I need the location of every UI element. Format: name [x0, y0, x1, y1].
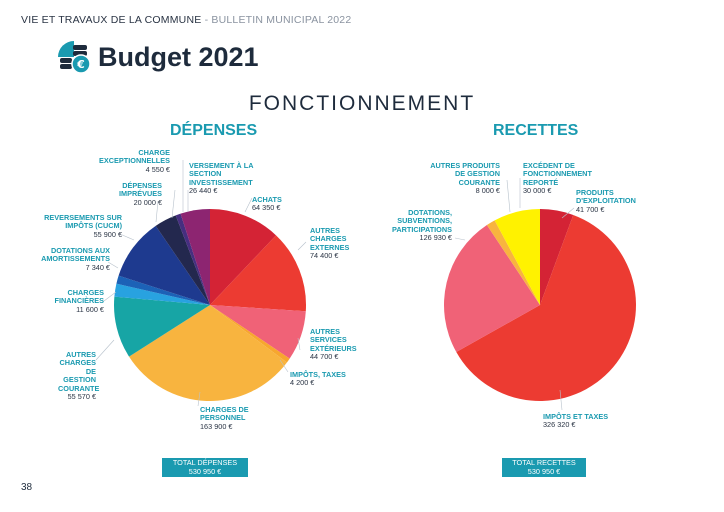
- depenses-title: DÉPENSES: [170, 122, 258, 139]
- label-charges-personnel: CHARGES DE PERSONNEL 163 900 €: [200, 405, 249, 431]
- total-recettes: TOTAL RECETTES 530 950 €: [502, 458, 586, 477]
- depenses-slice-achats: [210, 209, 277, 305]
- total-depenses: TOTAL DÉPENSES 530 950 €: [162, 458, 248, 477]
- budget-title: Budget 2021: [98, 42, 259, 72]
- depenses-slice-autres-charges-de-gestion-courante: [114, 296, 210, 357]
- label-versement-investissement: VERSEMENT À LA SECTION INVESTISSEMENT 26 …: [189, 161, 254, 196]
- depenses-slice-versement-a-la-section-investissement: [180, 209, 210, 305]
- label-depenses-imprevues: DÉPENSES IMPRÉVUES 20 000 €: [119, 181, 162, 207]
- depenses-slice-autres-services-exterieurs: [210, 305, 306, 359]
- recettes-pie: [443, 208, 636, 401]
- label-dotations-subventions: DOTATIONS, SUBVENTIONS, PARTICIPATIONS 12…: [392, 208, 452, 243]
- label-charges-financieres: CHARGES FINANCIÈRES 11 600 €: [54, 288, 104, 314]
- header-main: VIE ET TRAVAUX DE LA COMMUNE: [21, 14, 202, 26]
- recettes-slice-autres-produits-de-gestion-courante: [486, 220, 540, 305]
- page-header: VIE ET TRAVAUX DE LA COMMUNE - BULLETIN …: [21, 14, 351, 26]
- depenses-slice-dotations-aux-amortissements: [116, 275, 210, 305]
- label-autres-charges-gestion: AUTRES CHARGES DE GESTION COURANTE 55 570…: [58, 350, 100, 402]
- label-achats: ACHATS 64 350 €: [252, 195, 282, 213]
- recettes-slice-impots-et-taxes: [456, 214, 636, 401]
- depenses-slice-impots-taxes: [210, 305, 290, 363]
- section-title: FONCTIONNEMENT: [248, 92, 476, 115]
- depenses-slice-charges-de-personnel: [129, 305, 287, 402]
- recettes-slice-produits-d-exploitation: [494, 208, 540, 305]
- depenses-slice-charge-exceptionnelles: [175, 213, 210, 305]
- label-charge-exceptionnelles: CHARGE EXCEPTIONNELLES 4 550 €: [99, 148, 170, 174]
- label-produits-exploitation: PRODUITS D'EXPLOITATION 41 700 €: [576, 188, 636, 214]
- label-autres-charges-externes: AUTRES CHARGES EXTERNES 74 400 €: [310, 226, 350, 261]
- depenses-slice-autres-charges-externes: [210, 235, 307, 312]
- coins-euro-icon: €: [58, 41, 91, 74]
- label-excedent-fonctionnement: EXCÉDENT DE FONCTIONNEMENT REPORTÉ 30 000…: [523, 161, 592, 196]
- recettes-slice-dotations-subventions-participations: [443, 225, 540, 352]
- label-impots-taxes: IMPÔTS, TAXES 4 200 €: [290, 370, 346, 388]
- depenses-slice-charges-financieres: [114, 283, 210, 305]
- label-impots-et-taxes: IMPÔTS ET TAXES 326 320 €: [543, 412, 609, 430]
- header-separator: -: [201, 14, 212, 26]
- label-autres-produits-gestion: AUTRES PRODUITS DE GESTION COURANTE 8 000…: [430, 161, 500, 196]
- depenses-slice-depenses-imprevues: [155, 215, 210, 305]
- header-subtitle: BULLETIN MUNICIPAL 2022: [211, 14, 352, 26]
- recettes-slice-excedent-de-fonctionnement-reporte: [540, 209, 574, 305]
- label-reversements-impots: REVERSEMENTS SUR IMPÔTS (CUCM) 55 900 €: [44, 213, 122, 239]
- label-dotations-amortissements: DOTATIONS AUX AMORTISSEMENTS 7 340 €: [41, 246, 110, 272]
- page-number: 38: [21, 482, 33, 493]
- depenses-slice-reversements-sur-impots-cucm: [118, 225, 210, 305]
- recettes-title: RECETTES: [493, 122, 579, 139]
- leader-lines: [95, 160, 575, 411]
- svg-text:€: €: [76, 58, 85, 71]
- label-autres-services: AUTRES SERVICES EXTÉRIEURS 44 700 €: [310, 327, 357, 362]
- depenses-pie: [114, 209, 307, 402]
